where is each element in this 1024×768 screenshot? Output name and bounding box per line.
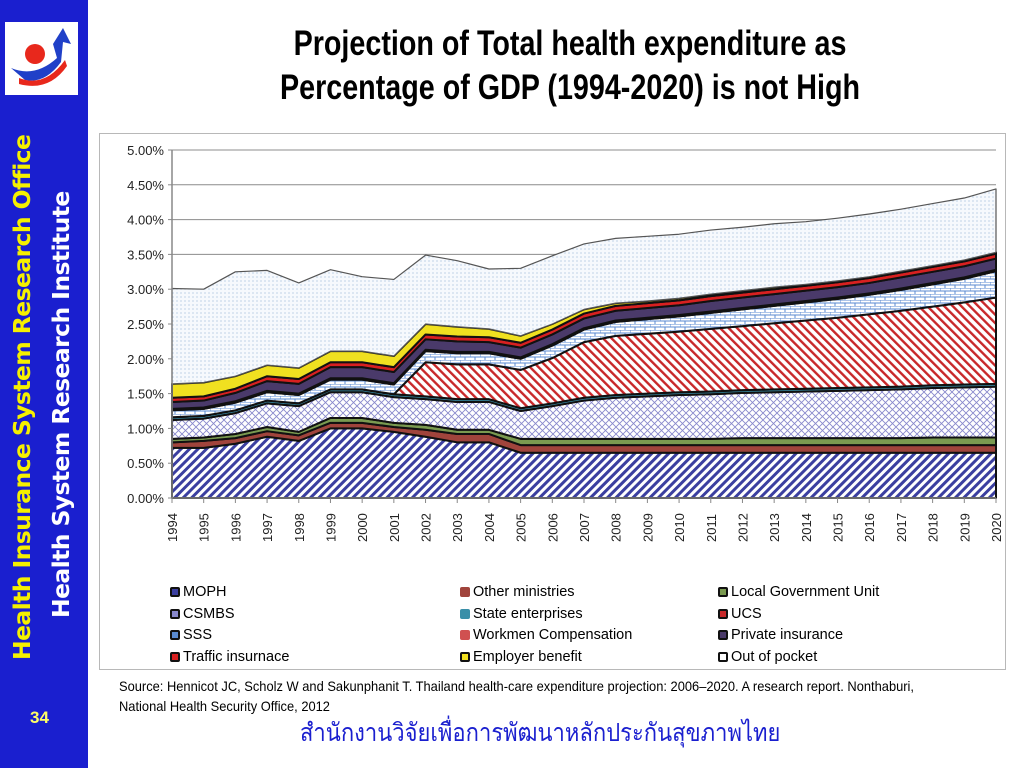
logo [5, 22, 78, 95]
x-tick-label: 2019 [957, 513, 972, 542]
x-tick-label: 1998 [292, 513, 307, 542]
y-tick-label: 4.50% [127, 178, 164, 193]
x-tick-label: 2017 [894, 513, 909, 542]
legend-label: UCS [731, 605, 762, 622]
x-tick-label: 2009 [640, 513, 655, 542]
sidebar: Health Insurance System Research Office … [0, 0, 88, 768]
legend-item: Local Government Unit [718, 582, 879, 602]
legend-item: Employer benefit [460, 647, 582, 667]
legend-item: Workmen Compensation [460, 625, 632, 645]
x-tick-label: 2007 [577, 513, 592, 542]
x-tick-label: 2005 [514, 513, 529, 542]
legend-label: Employer benefit [473, 648, 582, 665]
legend-label: Other ministries [473, 584, 575, 600]
x-tick-label: 1996 [228, 513, 243, 542]
x-tick-label: 2014 [799, 513, 814, 542]
axes: 0.00% 0.50% 1.00% 1.50% 2.00% 2.50% 3.00% 3.50%… [127, 143, 1004, 542]
x-tick-label: 2002 [419, 513, 434, 542]
legend-swatch [460, 630, 470, 640]
legend-item: UCS [718, 604, 762, 624]
source-citation: Source: Hennicot JC, Scholz W and Sakunp… [119, 678, 914, 714]
x-tick-label: 1994 [165, 513, 180, 542]
legend-swatch [170, 608, 180, 619]
legend-label: Private insurance [731, 627, 844, 643]
y-tick-label: 5.00% [127, 143, 164, 158]
legend-label: MOPH [183, 584, 227, 600]
legend-label: CSMBS [183, 605, 235, 622]
slide-title-line2: Percentage of GDP (1994-2020) is not Hig… [279, 68, 861, 107]
y-tick-label: 1.00% [127, 421, 164, 436]
legend-label: SSS [183, 627, 213, 643]
legend-item: Traffic insurnace [170, 647, 289, 667]
x-tick-label: 2011 [704, 514, 719, 542]
legend-label: Local Government Unit [731, 584, 880, 600]
y-tick-label: 0.50% [127, 456, 164, 471]
hisro-logo-icon [11, 28, 71, 86]
y-tick-label: 1.50% [127, 387, 164, 402]
y-tick-label: 2.50% [127, 317, 164, 332]
x-tick-label: 2013 [767, 513, 782, 542]
slide-number: 34 [30, 708, 49, 727]
x-tick-label: 2006 [545, 513, 560, 542]
legend-item: Out of pocket [718, 647, 817, 667]
legend-item: State enterprises [460, 604, 583, 624]
area-out-of-pocket [171, 188, 997, 385]
legend-swatch [460, 608, 470, 619]
y-tick-label: 4.00% [127, 213, 164, 228]
legend-swatch [170, 587, 180, 597]
x-tick-label: 2010 [672, 513, 687, 542]
slide-title: Projection of Total health expenditure a… [226, 22, 915, 110]
x-tick-label: 1997 [260, 513, 275, 542]
legend-swatch [170, 651, 180, 662]
x-tick-label: 2018 [926, 513, 941, 542]
footer-thai-org-name: สำนักงานวิจัยเพื่อการพัฒนาหลักประกันสุขภ… [300, 718, 781, 747]
legend-swatch [460, 587, 470, 597]
y-tick-label: 3.00% [127, 282, 164, 297]
y-tick-label: 3.50% [127, 247, 164, 262]
y-tick-label: 0.00% [127, 491, 164, 506]
x-tick-label: 2001 [387, 513, 402, 542]
area-layers [171, 188, 997, 499]
legend-label: Traffic insurnace [183, 648, 290, 665]
x-tick-label: 1999 [323, 513, 338, 542]
legend-item: Private insurance [718, 625, 843, 645]
legend-swatch [718, 651, 728, 662]
legend-item: SSS [170, 625, 212, 645]
legend-label: State enterprises [473, 605, 583, 622]
slide-title-line1: Projection of Total health expenditure a… [293, 24, 847, 63]
x-tick-label: 2004 [482, 513, 497, 542]
x-tick-label: 2015 [831, 513, 846, 542]
x-tick-label: 2003 [450, 513, 465, 542]
legend-swatch [170, 630, 180, 640]
x-tick-label: 2016 [862, 513, 877, 542]
legend-item: Other ministries [460, 582, 575, 602]
legend-item: CSMBS [170, 604, 235, 624]
legend-label: Workmen Compensation [473, 627, 633, 643]
legend-swatch [718, 587, 728, 597]
legend-swatch [460, 651, 470, 662]
x-tick-label: 2012 [735, 513, 750, 542]
x-tick-label: 2000 [355, 513, 370, 542]
stacked-area-chart: 0.00% 0.50% 1.00% 1.50% 2.00% 2.50% 3.00% 3.50%… [127, 143, 1004, 542]
y-tick-label: 2.00% [127, 352, 164, 367]
legend-label: Out of pocket [731, 648, 818, 665]
x-tick-label: 1995 [197, 513, 212, 542]
x-tick-label: 2020 [989, 513, 1004, 542]
x-tick-label: 2008 [609, 513, 624, 542]
legend-swatch [718, 630, 728, 640]
legend-swatch [718, 608, 728, 619]
legend-item: MOPH [170, 582, 227, 602]
